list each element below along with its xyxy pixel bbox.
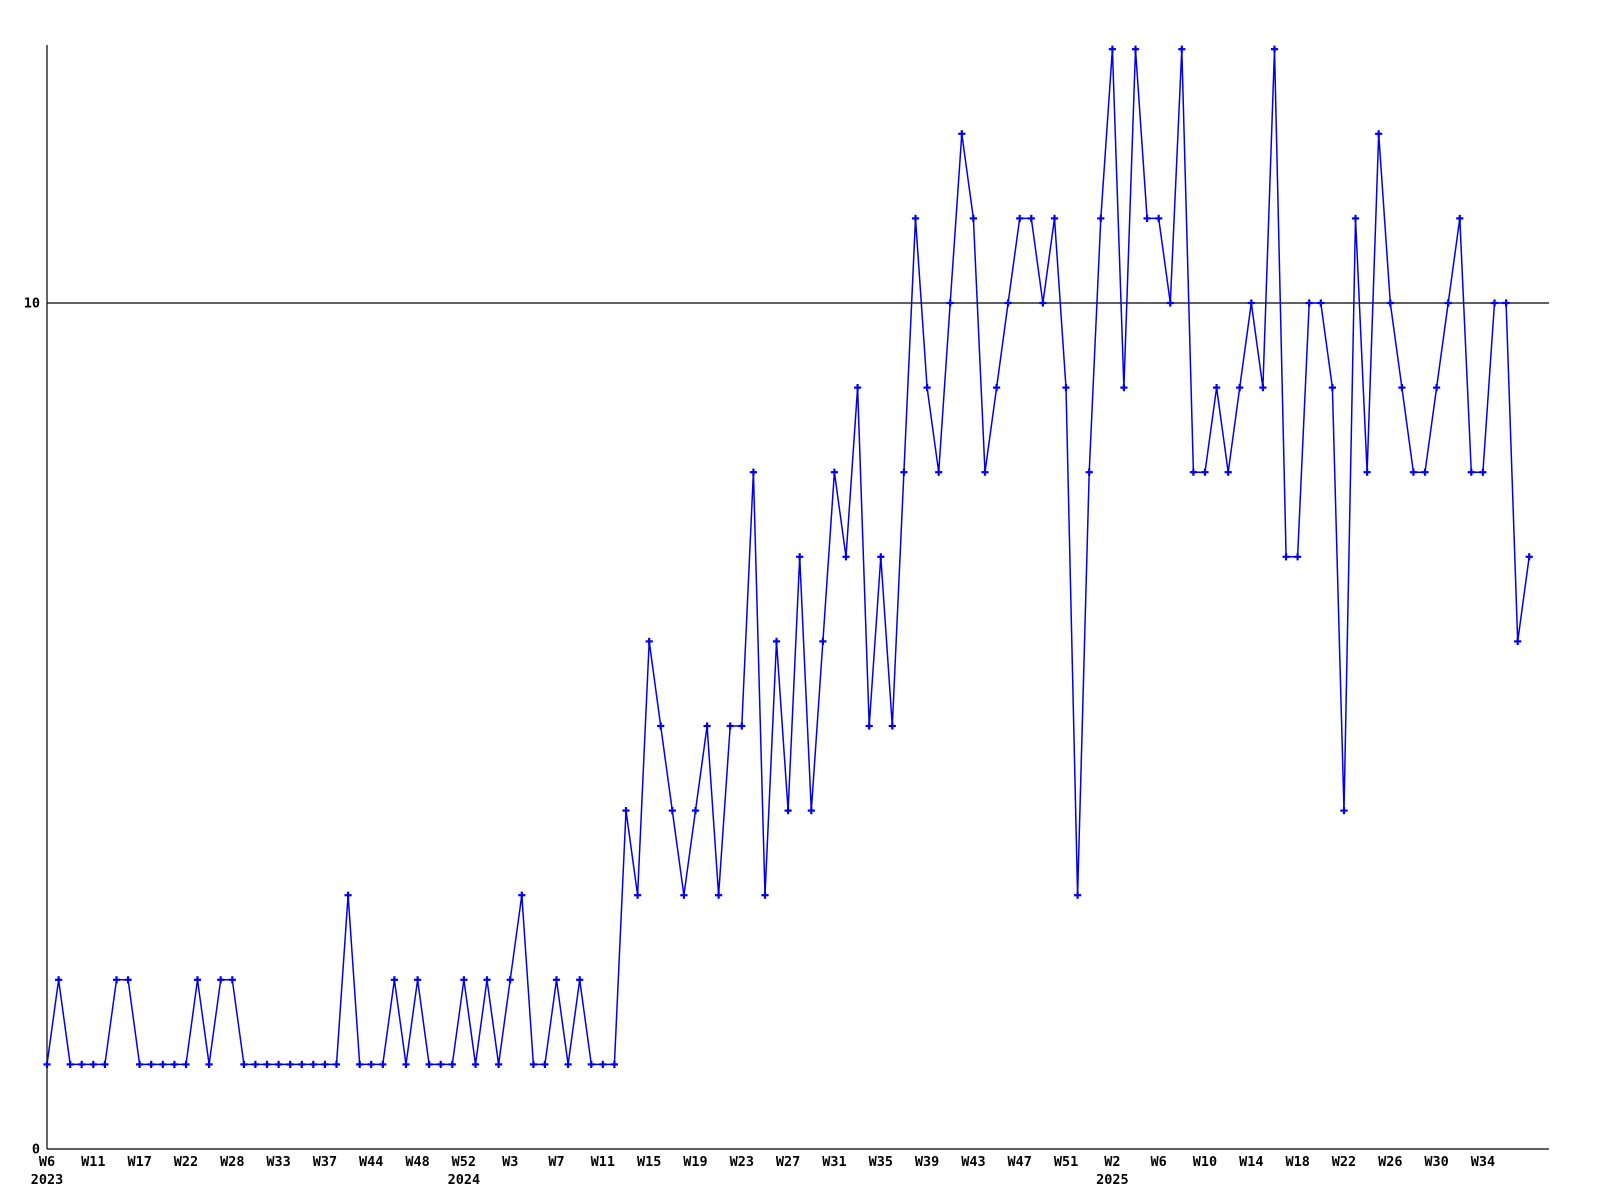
x-tick-label-w2: W2 [1104,1154,1120,1170]
x-tick-label-w31: W31 [822,1154,846,1170]
x-tick-label-w23: W23 [730,1154,754,1170]
x-tick-label-w7: W7 [548,1154,564,1170]
year-label-2024: 2024 [448,1172,481,1188]
x-tick-label-w28: W28 [220,1154,244,1170]
x-tick-label-w37: W37 [313,1154,337,1170]
y-tick-label-0: 0 [32,1142,40,1158]
x-tick-label-w22: W22 [1332,1154,1356,1170]
x-tick-label-w44: W44 [359,1154,383,1170]
x-tick-label-w10: W10 [1193,1154,1217,1170]
x-tick-label-w52: W52 [452,1154,476,1170]
x-tick-label-w15: W15 [637,1154,661,1170]
x-tick-label-w47: W47 [1008,1154,1032,1170]
x-tick-label-w43: W43 [961,1154,985,1170]
x-tick-label-w11: W11 [81,1154,105,1170]
data-point-markers [43,45,1533,1068]
year-label-2023: 2023 [31,1172,64,1188]
x-tick-label-w19: W19 [683,1154,707,1170]
x-tick-label-w14: W14 [1239,1154,1263,1170]
x-tick-label-w39: W39 [915,1154,939,1170]
x-tick-label-w18: W18 [1285,1154,1309,1170]
year-label-2025: 2025 [1096,1172,1129,1188]
x-tick-label-w11: W11 [591,1154,615,1170]
x-tick-label-w51: W51 [1054,1154,1078,1170]
x-tick-label-w27: W27 [776,1154,800,1170]
x-tick-label-w33: W33 [266,1154,290,1170]
x-tick-label-w34: W34 [1471,1154,1495,1170]
y-tick-label-10: 10 [24,296,40,312]
x-tick-label-w48: W48 [405,1154,429,1170]
x-tick-label-w30: W30 [1424,1154,1448,1170]
x-tick-label-w6: W6 [1151,1154,1167,1170]
x-tick-label-w6: W6 [39,1154,55,1170]
x-tick-label-w35: W35 [869,1154,893,1170]
x-tick-label-w22: W22 [174,1154,198,1170]
x-tick-label-w17: W17 [127,1154,151,1170]
x-tick-label-w26: W26 [1378,1154,1402,1170]
x-tick-label-w3: W3 [502,1154,518,1170]
